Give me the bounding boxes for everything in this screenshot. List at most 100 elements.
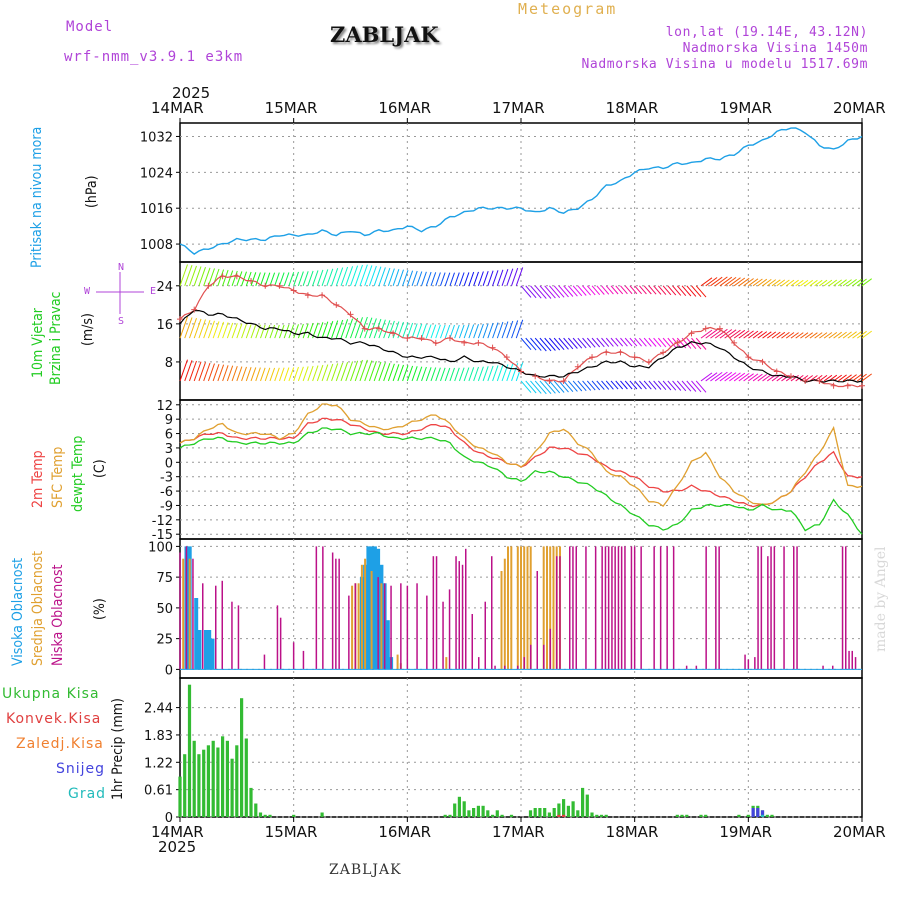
wind-barb	[463, 367, 470, 382]
cloud-bar-2	[383, 583, 386, 670]
cloud-bar-2	[543, 644, 545, 670]
wind-barb	[449, 272, 455, 286]
precip-bar	[509, 814, 514, 817]
cloud-bar-2	[494, 665, 496, 670]
wind-barb	[482, 271, 489, 286]
wind-barb	[435, 367, 441, 382]
precip-bar	[562, 814, 566, 817]
wind-barb	[321, 269, 329, 286]
wind-gust-marker	[731, 339, 738, 346]
wind-barb	[477, 323, 484, 339]
wind-barb	[847, 278, 857, 287]
wind-gust-marker	[461, 339, 468, 346]
wind-barb	[421, 271, 427, 286]
wind-barb	[288, 367, 295, 382]
wind-barb	[648, 380, 657, 390]
wind-barb	[335, 362, 344, 382]
ytick-label-wind: 24	[156, 280, 173, 295]
wind-barb	[297, 323, 304, 339]
wind-barb	[354, 317, 363, 339]
ytick-label-precip: 1.22	[144, 756, 173, 771]
wind-barb	[819, 279, 828, 287]
wind-barb	[241, 366, 247, 382]
wind-barb	[207, 268, 215, 286]
wind-barb	[212, 321, 220, 339]
wind-barb	[255, 272, 261, 286]
precip-bar	[448, 814, 452, 817]
wind-gust-marker	[532, 373, 539, 380]
wind-gust-marker	[390, 330, 397, 337]
wind-barb	[804, 279, 813, 287]
cloud-bar-2	[377, 577, 379, 670]
wind-barb	[838, 374, 847, 382]
wind-barb	[648, 337, 657, 347]
wind-barb	[530, 337, 542, 351]
wind-barb	[435, 324, 441, 339]
cloud-bar-2	[426, 595, 428, 670]
cloud-bar-2	[484, 601, 486, 670]
cloud-bar-2	[455, 556, 457, 670]
cloud-bar-2	[848, 650, 850, 670]
wind-barb	[705, 329, 718, 339]
wind-barb	[610, 337, 619, 347]
wind-barb	[345, 361, 354, 382]
cloud-bar-2	[335, 558, 337, 670]
ytick-label-cloud: 50	[156, 602, 173, 617]
wind-barb	[605, 285, 614, 295]
wind-barb	[184, 360, 193, 382]
cloud-bar-2	[659, 546, 662, 670]
wind-gust-marker	[191, 306, 198, 313]
cloud-bar-1	[360, 564, 363, 670]
ytick-label-temp: -9	[160, 499, 173, 514]
cloud-bar-1	[546, 546, 548, 670]
wind-barb	[274, 272, 280, 286]
wind-barb	[492, 270, 499, 286]
top-day-label: 20MAR	[833, 99, 886, 117]
wind-barb	[662, 285, 672, 296]
wind-barb	[440, 272, 446, 286]
wind-barb	[700, 372, 713, 382]
wind-barb	[350, 317, 359, 339]
wind-barb	[520, 285, 532, 298]
wind-barb	[482, 323, 489, 339]
cloud-bar-1	[370, 571, 373, 670]
wind-gust-marker	[589, 354, 596, 361]
legend-freezing-rain: Zaledj.Kisa	[16, 736, 104, 752]
wind-barb	[828, 279, 838, 287]
wind-barb	[620, 285, 628, 295]
wind-barb	[250, 272, 257, 286]
wind-barb	[601, 380, 610, 390]
wind-barb	[662, 337, 672, 348]
wind-barb	[274, 324, 280, 339]
wind-gust-marker	[432, 339, 439, 346]
wind-barb	[710, 276, 723, 287]
wind-barb	[553, 337, 565, 351]
precip-bar	[699, 814, 703, 817]
wind-gust-marker	[177, 316, 183, 323]
ytick-label-pressure: 1016	[140, 202, 173, 217]
wind-gust-marker	[404, 335, 411, 342]
wind-barb	[657, 380, 667, 391]
wind-barb	[383, 363, 391, 382]
wind-barb	[729, 372, 741, 382]
wind-barb	[496, 364, 504, 382]
compass-n: N	[118, 262, 125, 273]
compass-s: S	[118, 316, 125, 327]
cloud-bar-2	[754, 657, 756, 670]
cloud-bar-1	[526, 546, 529, 670]
wind-barb	[828, 331, 838, 339]
cloud-bar-2	[465, 548, 467, 670]
bottom-day-label: 18MAR	[605, 823, 659, 841]
cloud-bar-1	[516, 546, 519, 670]
cloud-bar-2	[292, 642, 295, 670]
wind-gust-marker	[645, 358, 652, 365]
precip-bar	[183, 754, 187, 817]
wind-barb	[193, 361, 202, 382]
wind-barb	[321, 321, 329, 339]
wind-gust-marker	[219, 273, 226, 280]
precip-bar	[604, 814, 608, 817]
model-label: Model	[66, 19, 114, 35]
cloud-bar-2	[617, 546, 620, 670]
wind-barb	[790, 332, 799, 339]
